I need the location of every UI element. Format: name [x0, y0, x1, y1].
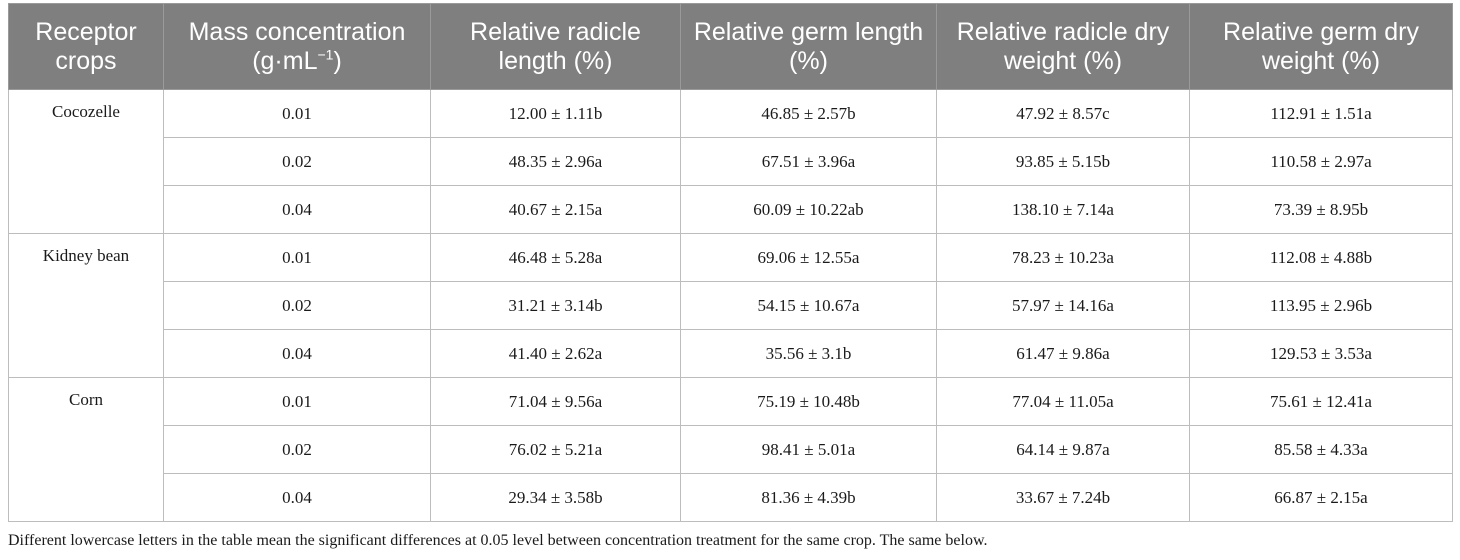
concentration-cell: 0.02	[163, 281, 431, 330]
radicle-length-cell: 46.48 ± 5.28a	[430, 233, 681, 282]
germ-dry-weight-cell: 112.08 ± 4.88b	[1189, 233, 1453, 282]
concentration-cell: 0.02	[163, 425, 431, 474]
radicle-length-cell: 40.67 ± 2.15a	[430, 185, 681, 234]
table-row: 0.02 48.35 ± 2.96a 67.51 ± 3.96a 93.85 ±…	[9, 137, 1453, 186]
data-table: Receptor crops Mass concentration (g·mL−…	[8, 3, 1453, 522]
radicle-length-cell: 71.04 ± 9.56a	[430, 377, 681, 426]
germ-dry-weight-cell: 113.95 ± 2.96b	[1189, 281, 1453, 330]
table-row: 0.02 76.02 ± 5.21a 98.41 ± 5.01a 64.14 ±…	[9, 425, 1453, 474]
radicle-dry-weight-cell: 33.67 ± 7.24b	[936, 473, 1190, 522]
header-receptor-crops: Receptor crops	[8, 3, 164, 90]
header-relative-radicle-dry-weight: Relative radicle dry weight (%)	[936, 3, 1190, 90]
concentration-cell: 0.01	[163, 233, 431, 282]
concentration-cell: 0.01	[163, 89, 431, 138]
radicle-dry-weight-cell: 64.14 ± 9.87a	[936, 425, 1190, 474]
radicle-length-cell: 29.34 ± 3.58b	[430, 473, 681, 522]
radicle-dry-weight-cell: 78.23 ± 10.23a	[936, 233, 1190, 282]
germ-length-cell: 81.36 ± 4.39b	[680, 473, 937, 522]
table-row: Corn 0.01 71.04 ± 9.56a 75.19 ± 10.48b 7…	[8, 377, 1453, 522]
table-footnote: Different lowercase letters in the table…	[8, 532, 988, 549]
radicle-length-cell: 48.35 ± 2.96a	[430, 137, 681, 186]
germ-dry-weight-cell: 75.61 ± 12.41a	[1189, 377, 1453, 426]
header-mass-unit: (g·mL−1)	[252, 46, 342, 75]
crop-cell: Kidney bean	[8, 233, 164, 378]
germ-dry-weight-cell: 112.91 ± 1.51a	[1189, 89, 1453, 138]
germ-length-cell: 69.06 ± 12.55a	[680, 233, 937, 282]
table-row: 0.02 31.21 ± 3.14b 54.15 ± 10.67a 57.97 …	[9, 281, 1453, 330]
germ-length-cell: 60.09 ± 10.22ab	[680, 185, 937, 234]
concentration-cell: 0.04	[163, 473, 431, 522]
germ-dry-weight-cell: 110.58 ± 2.97a	[1189, 137, 1453, 186]
radicle-length-cell: 76.02 ± 5.21a	[430, 425, 681, 474]
radicle-dry-weight-cell: 57.97 ± 14.16a	[936, 281, 1190, 330]
header-relative-radicle-length: Relative radicle length (%)	[430, 3, 681, 90]
radicle-dry-weight-cell: 77.04 ± 11.05a	[936, 377, 1190, 426]
germ-length-cell: 67.51 ± 3.96a	[680, 137, 937, 186]
germ-length-cell: 54.15 ± 10.67a	[680, 281, 937, 330]
header-row: Receptor crops Mass concentration (g·mL−…	[8, 3, 1453, 90]
crop-cell: Cocozelle	[8, 89, 164, 234]
germ-length-cell: 46.85 ± 2.57b	[680, 89, 937, 138]
germ-dry-weight-cell: 66.87 ± 2.15a	[1189, 473, 1453, 522]
germ-dry-weight-cell: 73.39 ± 8.95b	[1189, 185, 1453, 234]
table-container: Receptor crops Mass concentration (g·mL−…	[8, 3, 1453, 522]
concentration-cell: 0.04	[163, 185, 431, 234]
radicle-dry-weight-cell: 93.85 ± 5.15b	[936, 137, 1190, 186]
concentration-cell: 0.02	[163, 137, 431, 186]
crop-cell: Corn	[8, 377, 164, 522]
radicle-length-cell: 31.21 ± 3.14b	[430, 281, 681, 330]
radicle-length-cell: 12.00 ± 1.11b	[430, 89, 681, 138]
germ-dry-weight-cell: 129.53 ± 3.53a	[1189, 329, 1453, 378]
table-row: 0.04 41.40 ± 2.62a 35.56 ± 3.1b 61.47 ± …	[9, 329, 1453, 378]
radicle-dry-weight-cell: 138.10 ± 7.14a	[936, 185, 1190, 234]
radicle-dry-weight-cell: 61.47 ± 9.86a	[936, 329, 1190, 378]
table-row: 0.04 40.67 ± 2.15a 60.09 ± 10.22ab 138.1…	[9, 185, 1453, 234]
germ-dry-weight-cell: 85.58 ± 4.33a	[1189, 425, 1453, 474]
table-row: Kidney bean 0.01 46.48 ± 5.28a 69.06 ± 1…	[8, 233, 1453, 378]
header-mass-concentration: Mass concentration (g·mL−1)	[163, 3, 431, 90]
table-row: 0.04 29.34 ± 3.58b 81.36 ± 4.39b 33.67 ±…	[9, 473, 1453, 522]
header-relative-germ-dry-weight: Relative germ dry weight (%)	[1189, 3, 1453, 90]
table-row: Cocozelle 0.01 12.00 ± 1.11b 46.85 ± 2.5…	[8, 89, 1453, 234]
header-relative-germ-length: Relative germ length (%)	[680, 3, 937, 90]
header-mass-label: Mass concentration	[188, 17, 406, 46]
germ-length-cell: 35.56 ± 3.1b	[680, 329, 937, 378]
germ-length-cell: 98.41 ± 5.01a	[680, 425, 937, 474]
radicle-dry-weight-cell: 47.92 ± 8.57c	[936, 89, 1190, 138]
radicle-length-cell: 41.40 ± 2.62a	[430, 329, 681, 378]
concentration-cell: 0.04	[163, 329, 431, 378]
germ-length-cell: 75.19 ± 10.48b	[680, 377, 937, 426]
concentration-cell: 0.01	[163, 377, 431, 426]
